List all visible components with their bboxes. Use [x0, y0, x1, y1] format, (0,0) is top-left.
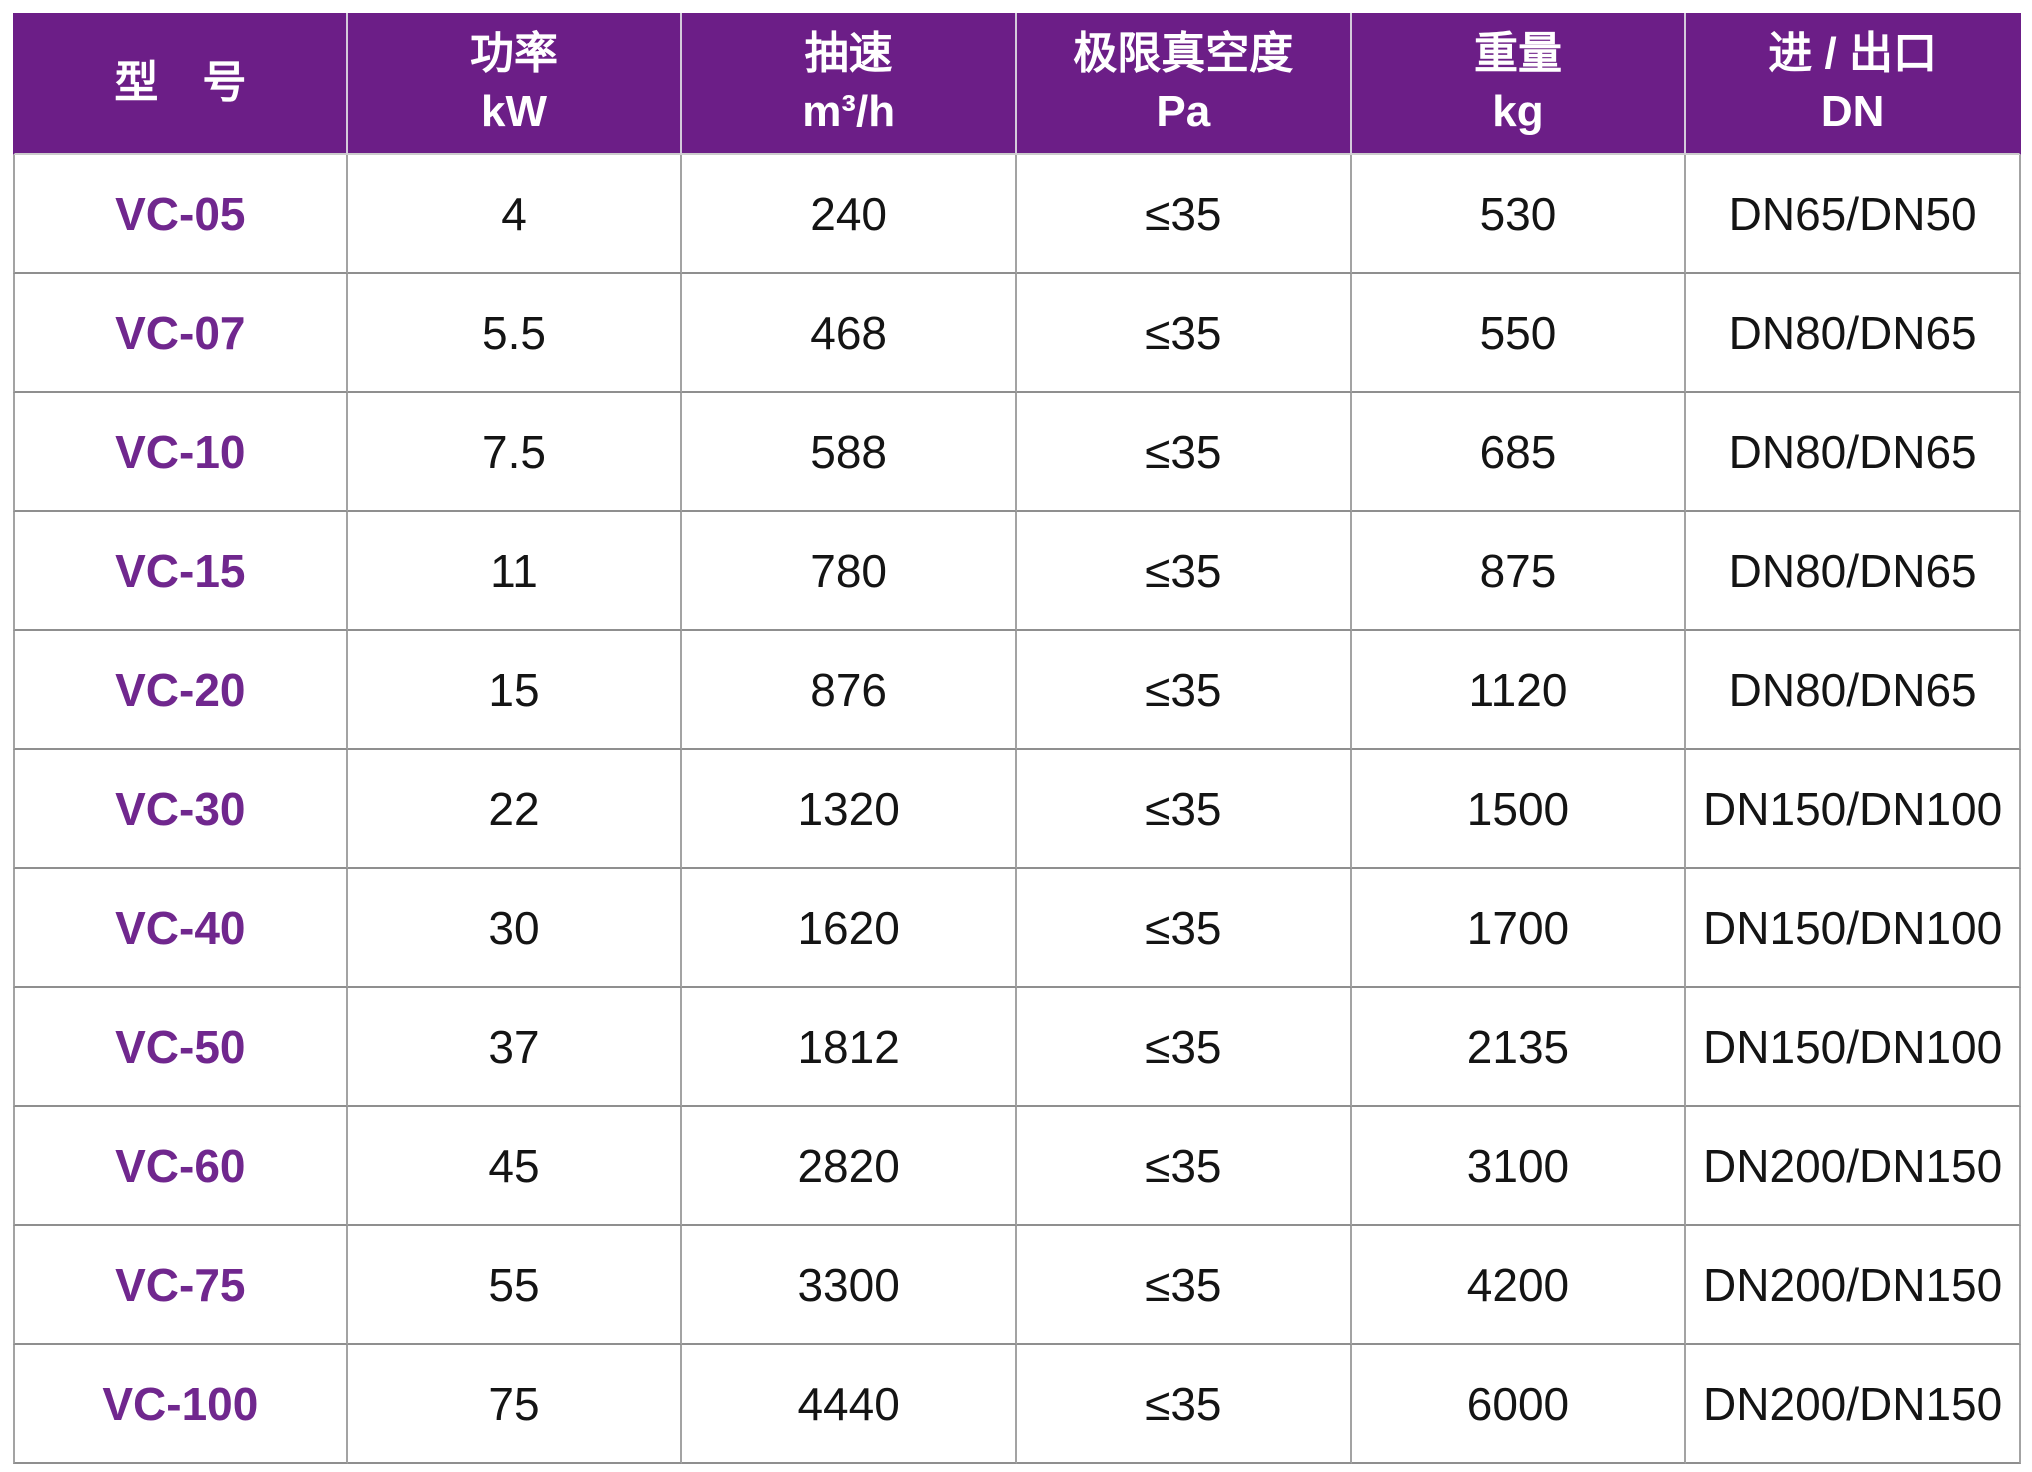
power-cell: 22 [347, 750, 683, 869]
column-header-speed: 抽速 m³/h [682, 13, 1017, 155]
column-header-title: 重量 [1473, 28, 1562, 78]
power-cell: 37 [347, 988, 683, 1107]
column-header-weight: 重量 kg [1351, 13, 1687, 155]
speed-cell: 468 [682, 274, 1017, 393]
weight-cell: 1700 [1351, 869, 1687, 988]
vacuum-cell: ≤35 [1016, 274, 1352, 393]
power-cell: 15 [347, 631, 683, 750]
weight-cell: 4200 [1351, 1226, 1687, 1345]
weight-cell: 875 [1351, 512, 1687, 631]
ports-cell: DN80/DN65 [1686, 631, 2021, 750]
column-header-vacuum: 极限真空度 Pa [1016, 13, 1352, 155]
column-header-title: 进 / 出口 [1768, 28, 1937, 78]
weight-cell: 1500 [1351, 750, 1687, 869]
column-header-power: 功率 kW [347, 13, 683, 155]
column-header-unit: DN [1820, 87, 1885, 136]
column-header-unit: kg [1492, 87, 1544, 136]
model-cell: VC-60 [13, 1107, 348, 1226]
speed-cell: 780 [682, 512, 1017, 631]
table-row-VC-75: VC-75 55 3300 ≤35 4200 DN200/DN150 [13, 1226, 2021, 1345]
weight-cell: 550 [1351, 274, 1687, 393]
column-header-model: 型 号 [13, 13, 348, 155]
vacuum-cell: ≤35 [1016, 631, 1352, 750]
vacuum-cell: ≤35 [1016, 1345, 1352, 1464]
column-header-unit: m³/h [802, 87, 896, 136]
table-row-VC-15: VC-15 11 780 ≤35 875 DN80/DN65 [13, 512, 2021, 631]
ports-cell: DN65/DN50 [1686, 155, 2021, 274]
weight-cell: 6000 [1351, 1345, 1687, 1464]
spec-table-body: VC-05 4 240 ≤35 530 DN65/DN50 VC-07 5.5 … [13, 155, 2021, 1464]
model-cell: VC-05 [13, 155, 348, 274]
vacuum-cell: ≤35 [1016, 750, 1352, 869]
column-header-unit: kW [480, 87, 547, 136]
ports-cell: DN80/DN65 [1686, 512, 2021, 631]
weight-cell: 2135 [1351, 988, 1687, 1107]
power-cell: 4 [347, 155, 683, 274]
column-header-title: 极限真空度 [1073, 28, 1294, 78]
speed-cell: 3300 [682, 1226, 1017, 1345]
weight-cell: 530 [1351, 155, 1687, 274]
vacuum-cell: ≤35 [1016, 869, 1352, 988]
table-row-VC-30: VC-30 22 1320 ≤35 1500 DN150/DN100 [13, 750, 2021, 869]
ports-cell: DN200/DN150 [1686, 1345, 2021, 1464]
vacuum-cell: ≤35 [1016, 1107, 1352, 1226]
power-cell: 75 [347, 1345, 683, 1464]
table-row-VC-07: VC-07 5.5 468 ≤35 550 DN80/DN65 [13, 274, 2021, 393]
ports-cell: DN150/DN100 [1686, 869, 2021, 988]
table-row-VC-10: VC-10 7.5 588 ≤35 685 DN80/DN65 [13, 393, 2021, 512]
speed-cell: 1620 [682, 869, 1017, 988]
model-cell: VC-100 [13, 1345, 348, 1464]
table-row-VC-60: VC-60 45 2820 ≤35 3100 DN200/DN150 [13, 1107, 2021, 1226]
spec-table-header: 型 号 功率 kW 抽速 m³/h 极限真空度 Pa 重量 kg 进 / 出口 … [13, 13, 2021, 155]
header-row: 型 号 功率 kW 抽速 m³/h 极限真空度 Pa 重量 kg 进 / 出口 … [13, 13, 2021, 155]
vacuum-cell: ≤35 [1016, 393, 1352, 512]
ports-cell: DN200/DN150 [1686, 1107, 2021, 1226]
model-cell: VC-30 [13, 750, 348, 869]
power-cell: 45 [347, 1107, 683, 1226]
vacuum-cell: ≤35 [1016, 512, 1352, 631]
ports-cell: DN150/DN100 [1686, 750, 2021, 869]
power-cell: 11 [347, 512, 683, 631]
ports-cell: DN80/DN65 [1686, 393, 2021, 512]
vacuum-cell: ≤35 [1016, 155, 1352, 274]
column-header-unit: Pa [1156, 87, 1211, 136]
weight-cell: 1120 [1351, 631, 1687, 750]
speed-cell: 240 [682, 155, 1017, 274]
ports-cell: DN80/DN65 [1686, 274, 2021, 393]
vacuum-cell: ≤35 [1016, 988, 1352, 1107]
power-cell: 30 [347, 869, 683, 988]
ports-cell: DN200/DN150 [1686, 1226, 2021, 1345]
ports-cell: DN150/DN100 [1686, 988, 2021, 1107]
table-row-VC-40: VC-40 30 1620 ≤35 1700 DN150/DN100 [13, 869, 2021, 988]
speed-cell: 588 [682, 393, 1017, 512]
model-cell: VC-50 [13, 988, 348, 1107]
column-header-title: 抽速 [804, 28, 893, 78]
model-cell: VC-20 [13, 631, 348, 750]
model-cell: VC-10 [13, 393, 348, 512]
model-cell: VC-07 [13, 274, 348, 393]
model-cell: VC-40 [13, 869, 348, 988]
power-cell: 55 [347, 1226, 683, 1345]
power-cell: 5.5 [347, 274, 683, 393]
speed-cell: 2820 [682, 1107, 1017, 1226]
speed-cell: 876 [682, 631, 1017, 750]
table-row-VC-100: VC-100 75 4440 ≤35 6000 DN200/DN150 [13, 1345, 2021, 1464]
weight-cell: 3100 [1351, 1107, 1687, 1226]
column-header-title: 功率 [469, 28, 558, 78]
table-row-VC-05: VC-05 4 240 ≤35 530 DN65/DN50 [13, 155, 2021, 274]
column-header-title: 型 号 [114, 57, 247, 107]
column-header-ports: 进 / 出口 DN [1686, 13, 2021, 155]
model-cell: VC-15 [13, 512, 348, 631]
speed-cell: 4440 [682, 1345, 1017, 1464]
table-row-VC-50: VC-50 37 1812 ≤35 2135 DN150/DN100 [13, 988, 2021, 1107]
speed-cell: 1320 [682, 750, 1017, 869]
table-row-VC-20: VC-20 15 876 ≤35 1120 DN80/DN65 [13, 631, 2021, 750]
vacuum-cell: ≤35 [1016, 1226, 1352, 1345]
speed-cell: 1812 [682, 988, 1017, 1107]
model-cell: VC-75 [13, 1226, 348, 1345]
weight-cell: 685 [1351, 393, 1687, 512]
spec-table: 型 号 功率 kW 抽速 m³/h 极限真空度 Pa 重量 kg 进 / 出口 … [13, 13, 2021, 1464]
power-cell: 7.5 [347, 393, 683, 512]
